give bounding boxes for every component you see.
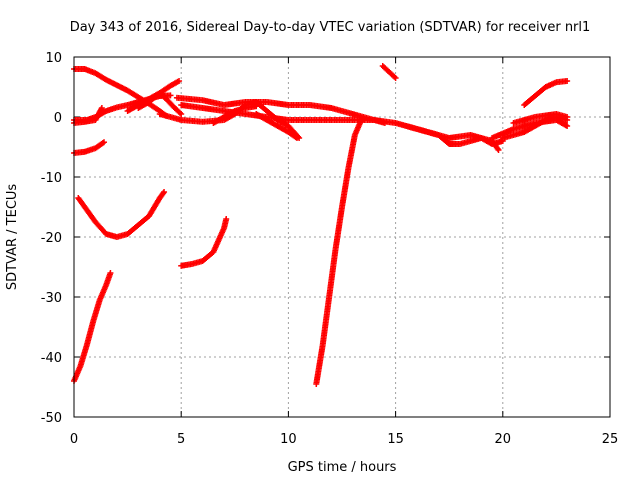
data-points: [71, 63, 571, 387]
axis-ticks: 0 5 10 15 20 25 -50 -40 -30 -20 -10 0 10: [41, 51, 619, 447]
series-arc-21: [510, 111, 571, 126]
x-axis-label: GPS time / hours: [288, 460, 397, 475]
series-arc-18: [403, 123, 502, 153]
series-arc-15: [313, 117, 365, 387]
series-arc-5: [75, 189, 168, 240]
y-tick-label: -50: [41, 411, 62, 426]
x-tick-label: 25: [602, 432, 619, 447]
plot-border: [73, 56, 611, 418]
y-tick-label: -30: [41, 291, 62, 306]
chart-title: Day 343 of 2016, Sidereal Day-to-day VTE…: [70, 20, 591, 35]
series-arc-20: [489, 117, 571, 141]
series-arc-6: [71, 270, 114, 384]
series-arc-12: [210, 103, 260, 126]
x-tick-label: 15: [387, 432, 404, 447]
series-arc-22: [521, 78, 571, 108]
x-tick-label: 10: [280, 432, 297, 447]
series-arc-8: [135, 90, 185, 117]
y-tick-label: -20: [41, 231, 62, 246]
y-tick-label: 0: [54, 111, 62, 126]
series-arc-16: [379, 63, 399, 81]
y-tick-label: -40: [41, 351, 62, 366]
y-axis-label: SDTVAR / TECUs: [5, 184, 20, 291]
x-tick-label: 5: [177, 432, 185, 447]
x-tick-label: 0: [70, 432, 78, 447]
series-arc-4: [71, 139, 108, 156]
series-arc-13: [253, 111, 300, 141]
series-arc-3: [71, 105, 105, 126]
y-tick-label: -10: [41, 171, 62, 186]
y-tick-label: 10: [45, 51, 62, 66]
x-tick-label: 20: [495, 432, 512, 447]
series-arc-14: [178, 216, 230, 269]
